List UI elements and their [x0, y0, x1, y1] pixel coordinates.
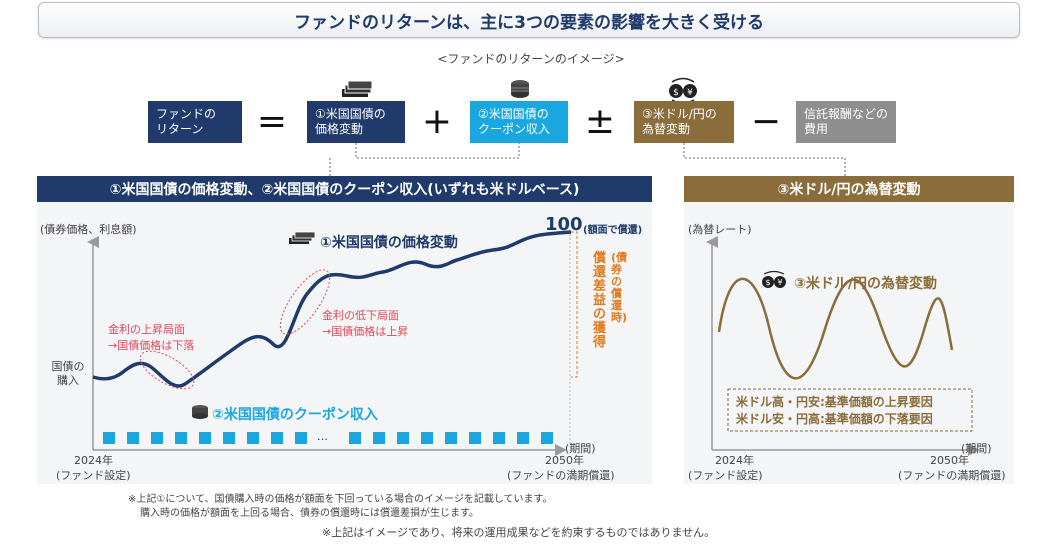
coupon-ellipsis: … [317, 430, 328, 443]
equals-sign: = [256, 101, 288, 142]
fund-return-box: ファンドの リターン [148, 101, 242, 143]
plus-minus-sign: ± [584, 101, 616, 142]
currency-exchange-icon: $ ¥ [669, 77, 697, 102]
fx-note-line2: 米ドル安・円高:基準価額の下落要因 [736, 412, 933, 426]
purchase-label: 国債の 購入 [51, 360, 85, 387]
minus-sign: − [750, 101, 782, 142]
coupon-bar [541, 432, 553, 444]
fees-box: 信託報酬などの 費用 [796, 101, 896, 143]
cash-stack-icon [342, 80, 373, 97]
fx-note-line1: 米ドル高・円安:基準価額の上昇要因 [736, 395, 933, 409]
coupon-bar [127, 432, 139, 444]
svg-text:$: $ [765, 278, 770, 287]
plus-sign: + [421, 101, 453, 142]
coupon-bar [295, 432, 307, 444]
coupon-bar [349, 432, 361, 444]
fx-series-label: ③米ドル/円の為替変動 [794, 276, 937, 292]
coupon-bar [103, 432, 115, 444]
coupon-bar [517, 432, 529, 444]
svg-text:¥: ¥ [687, 88, 693, 98]
coupon-bar [469, 432, 481, 444]
diagram-subtitle: <ファンドのリターンのイメージ> [437, 52, 625, 66]
redemption-note: (債券の償還時) [611, 251, 628, 324]
right-end-label: 2050年 [930, 454, 969, 467]
coin-stack-icon [192, 405, 208, 419]
right-start-sub: (ファンド設定) [688, 469, 763, 482]
footnote-1-line2: 購入時の価格が額面を上回る場合、債券の償還時には償還差損が生じます。 [140, 508, 479, 519]
coupon-bar [175, 432, 187, 444]
left-end-sub: (ファンドの満期償還) [507, 469, 615, 482]
fx-wave-line [717, 277, 954, 380]
coupon-bar [271, 432, 283, 444]
coupon-bar [247, 432, 259, 444]
coupon-bar [151, 432, 163, 444]
left-start-sub: (ファンド設定) [56, 469, 131, 482]
coupon-bar [493, 432, 505, 444]
face-value: 100 [545, 214, 583, 235]
coin-stack-icon [511, 80, 529, 98]
redemption-bracket [571, 231, 578, 378]
price-series-label: ①米国国債の価格変動 [320, 235, 458, 251]
coupon-bar [199, 432, 211, 444]
right-panel-title: ③米ドル/円の為替変動 [684, 176, 1014, 202]
footnote-1-line1: ※上記①について、国債購入時の価格が額面を下回っている場合のイメージを記載してい… [128, 494, 553, 505]
coupon-bar [223, 432, 235, 444]
left-chart [87, 230, 578, 456]
fx-note-box [727, 388, 973, 432]
face-value-note: (額面で償還) [583, 225, 643, 236]
svg-text:¥: ¥ [777, 278, 782, 287]
right-y-axis-label: (為替レート) [688, 223, 752, 236]
right-end-sub: (ファンドの満期償還) [898, 469, 1006, 482]
coupon-box: ②米国国債の クーポン収入 [470, 101, 568, 143]
coupon-bar [421, 432, 433, 444]
rate-up-highlight [139, 350, 195, 390]
right-start-label: 2024年 [715, 454, 754, 467]
left-x-axis-label: (期間) [565, 442, 596, 455]
page-title: ファンドのリターンは、主に3つの要素の影響を大きく受ける [38, 2, 1020, 38]
coupon-bar [373, 432, 385, 444]
svg-text:$: $ [673, 88, 679, 98]
left-start-label: 2024年 [74, 454, 113, 467]
left-y-axis-label: (債券価格、利息額) [40, 223, 137, 236]
right-chart: $ ¥ [706, 236, 980, 456]
price-change-box: ①米国国債の 価格変動 [307, 101, 405, 143]
footnote-2: ※上記はイメージであり、将来の運用成果などを約束するものではありません。 [322, 526, 716, 539]
currency-exchange-icon: $ ¥ [762, 270, 786, 288]
rate-up-note: 金利の上昇局面 →国債価格は下落 [108, 323, 195, 352]
cash-stack-icon [289, 231, 316, 244]
fx-box: ③米ドル/円の 為替変動 [634, 101, 734, 143]
coupon-bars [103, 432, 553, 444]
left-end-label: 2050年 [545, 454, 584, 467]
right-panel [684, 202, 1014, 484]
coupon-series-label: ②米国国債のクーポン収入 [212, 407, 378, 423]
bond-price-line [92, 230, 572, 388]
rate-down-note: 金利の低下局面 →国債価格は上昇 [322, 309, 409, 338]
coupon-bar [397, 432, 409, 444]
left-panel-title: ①米国国債の価格変動、②米国国債のクーポン収入(いずれも米ドルベース) [37, 176, 652, 202]
right-x-axis-label: (期間) [961, 442, 992, 455]
coupon-bar [445, 432, 457, 444]
redemption-gain-label: 償還差益の獲得 [593, 251, 607, 350]
